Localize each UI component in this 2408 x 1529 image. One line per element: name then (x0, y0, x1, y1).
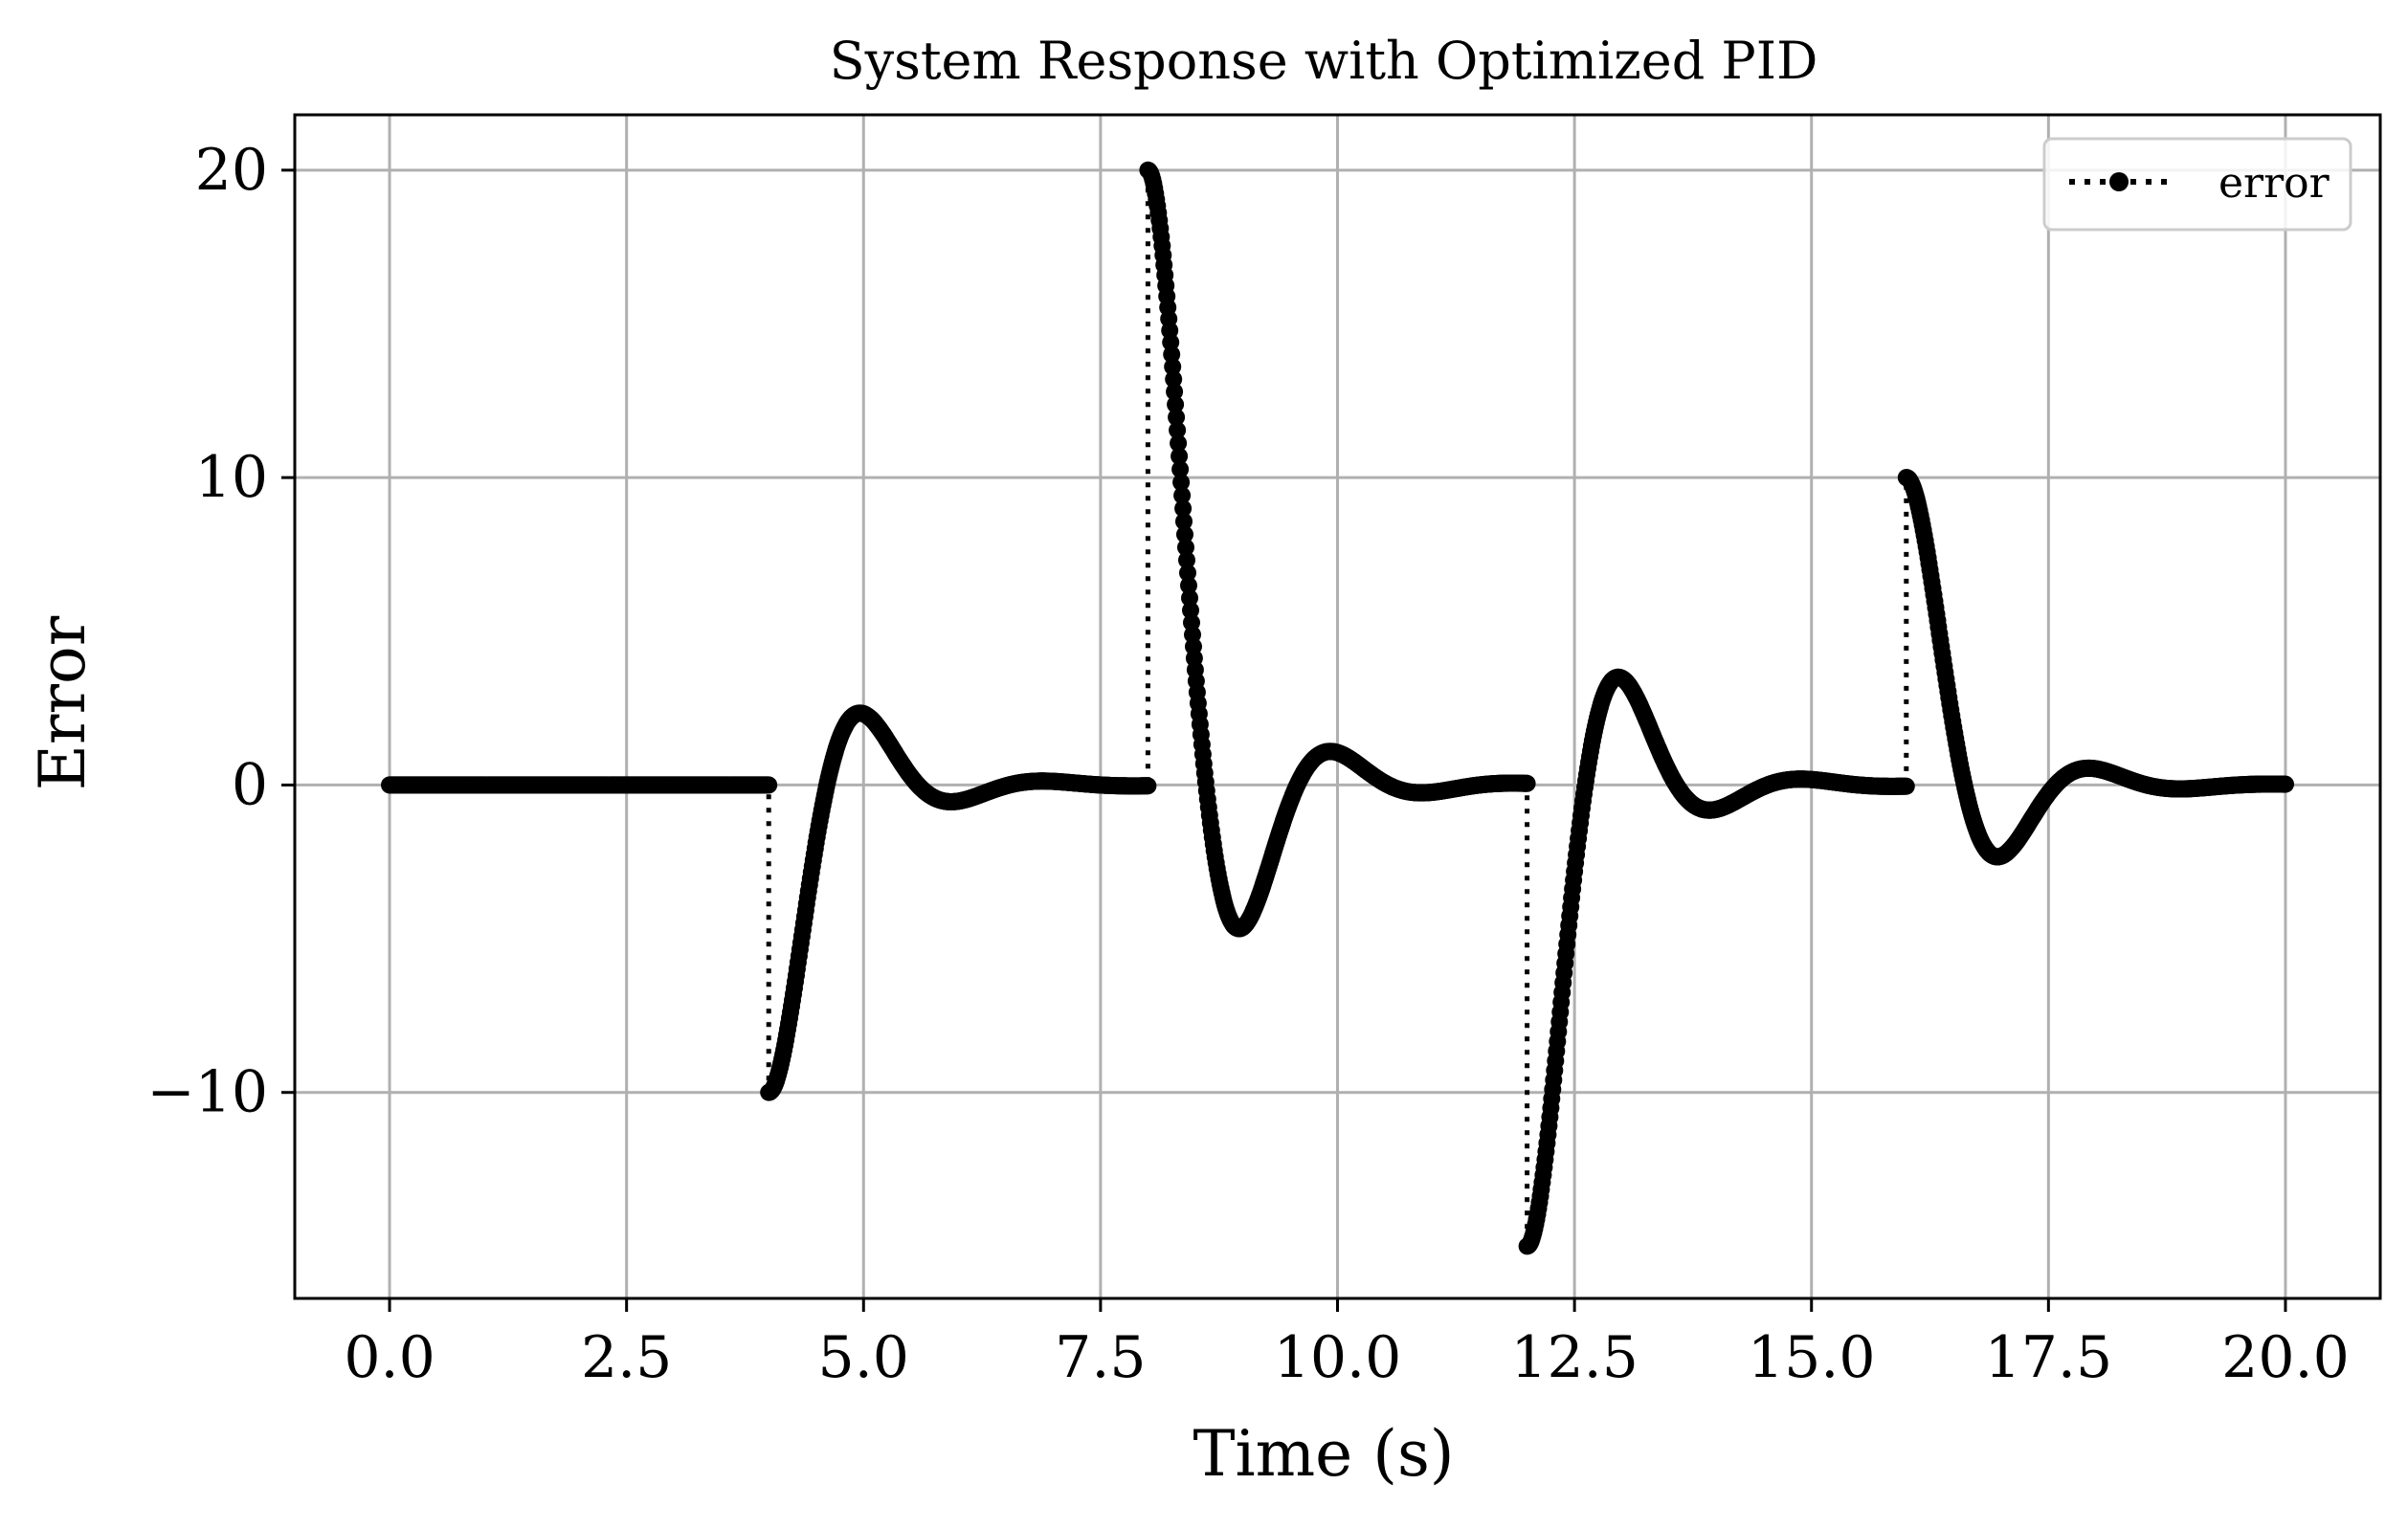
legend-label-error: error (2218, 159, 2330, 208)
y-tick-label: 0 (232, 751, 268, 818)
y-axis-label: Error (26, 615, 100, 790)
legend-marker (2109, 172, 2129, 191)
x-tick-label: 15.0 (1748, 1324, 1876, 1391)
x-axis-label: Time (s) (1193, 1417, 1454, 1491)
legend: error (2042, 137, 2352, 232)
data-point (1170, 434, 1188, 453)
series-error (381, 161, 2294, 1255)
series-markers-error (381, 161, 2294, 1255)
data-point (1173, 486, 1192, 504)
data-point (1167, 395, 1185, 413)
data-point (1139, 777, 1157, 795)
x-tick-label: 17.5 (1985, 1324, 2113, 1391)
legend-box (2042, 137, 2352, 232)
x-tick-label: 12.5 (1510, 1324, 1639, 1391)
data-point (1182, 601, 1199, 619)
x-tick-label: 10.0 (1274, 1324, 1402, 1391)
data-point (1181, 589, 1198, 607)
data-point (1179, 564, 1196, 582)
chart-title: System Response with Optimized PID (830, 31, 1818, 91)
x-tick-label: 5.0 (818, 1324, 909, 1391)
data-point (1897, 777, 1915, 795)
data-point (1518, 774, 1536, 792)
x-tick-label: 20.0 (2221, 1324, 2350, 1391)
data-point (1180, 576, 1197, 594)
data-point (1168, 409, 1186, 427)
x-tick-label: 7.5 (1055, 1324, 1146, 1391)
data-point (1172, 474, 1191, 492)
data-point (1171, 460, 1190, 478)
data-point (2277, 775, 2294, 793)
data-point (1169, 421, 1187, 439)
data-point (1174, 499, 1193, 518)
data-point (1166, 383, 1184, 401)
y-tick-label: 20 (195, 137, 268, 204)
y-tick-label: −10 (146, 1059, 268, 1126)
ticks: 0.0 2.5 5.0 7.5 10.0 12.5 15.0 17.5 20.0 −10 0 10 20 (146, 137, 2349, 1391)
data-point (1177, 539, 1194, 557)
x-tick-label: 2.5 (581, 1324, 672, 1391)
data-point (760, 776, 778, 794)
data-point (1176, 525, 1193, 543)
data-point (1164, 358, 1182, 376)
data-point (1163, 345, 1181, 364)
data-point (1171, 447, 1189, 465)
y-tick-label: 10 (195, 444, 268, 511)
data-point (1165, 370, 1183, 388)
data-point (1178, 551, 1195, 569)
data-point (1175, 513, 1193, 530)
x-tick-label: 0.0 (344, 1324, 435, 1391)
